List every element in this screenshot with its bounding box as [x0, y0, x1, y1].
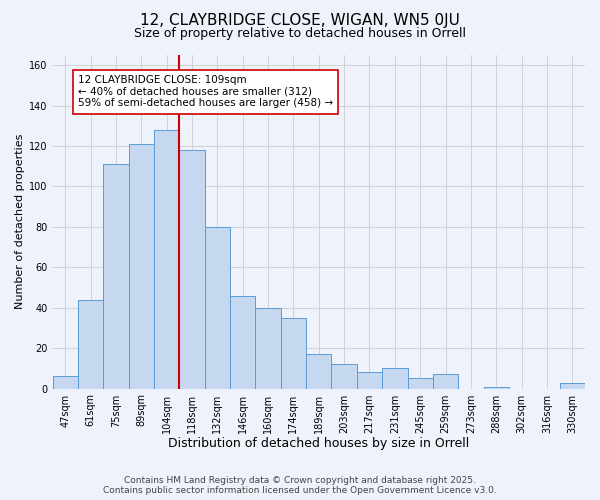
Bar	[306, 354, 331, 388]
Text: Size of property relative to detached houses in Orrell: Size of property relative to detached ho…	[134, 28, 466, 40]
Bar	[357, 372, 382, 388]
Bar	[382, 368, 407, 388]
Y-axis label: Number of detached properties: Number of detached properties	[15, 134, 25, 310]
Bar	[205, 227, 230, 388]
Bar	[154, 130, 179, 388]
Bar	[560, 382, 585, 388]
Bar	[103, 164, 128, 388]
Bar	[256, 308, 281, 388]
Text: 12, CLAYBRIDGE CLOSE, WIGAN, WN5 0JU: 12, CLAYBRIDGE CLOSE, WIGAN, WN5 0JU	[140, 12, 460, 28]
Bar	[179, 150, 205, 388]
Text: 12 CLAYBRIDGE CLOSE: 109sqm
← 40% of detached houses are smaller (312)
59% of se: 12 CLAYBRIDGE CLOSE: 109sqm ← 40% of det…	[78, 75, 333, 108]
Bar	[331, 364, 357, 388]
Bar	[484, 386, 509, 388]
Text: Contains HM Land Registry data © Crown copyright and database right 2025.
Contai: Contains HM Land Registry data © Crown c…	[103, 476, 497, 495]
X-axis label: Distribution of detached houses by size in Orrell: Distribution of detached houses by size …	[168, 437, 469, 450]
Bar	[230, 296, 256, 388]
Bar	[53, 376, 78, 388]
Bar	[78, 300, 103, 388]
Bar	[433, 374, 458, 388]
Bar	[128, 144, 154, 388]
Bar	[281, 318, 306, 388]
Bar	[407, 378, 433, 388]
